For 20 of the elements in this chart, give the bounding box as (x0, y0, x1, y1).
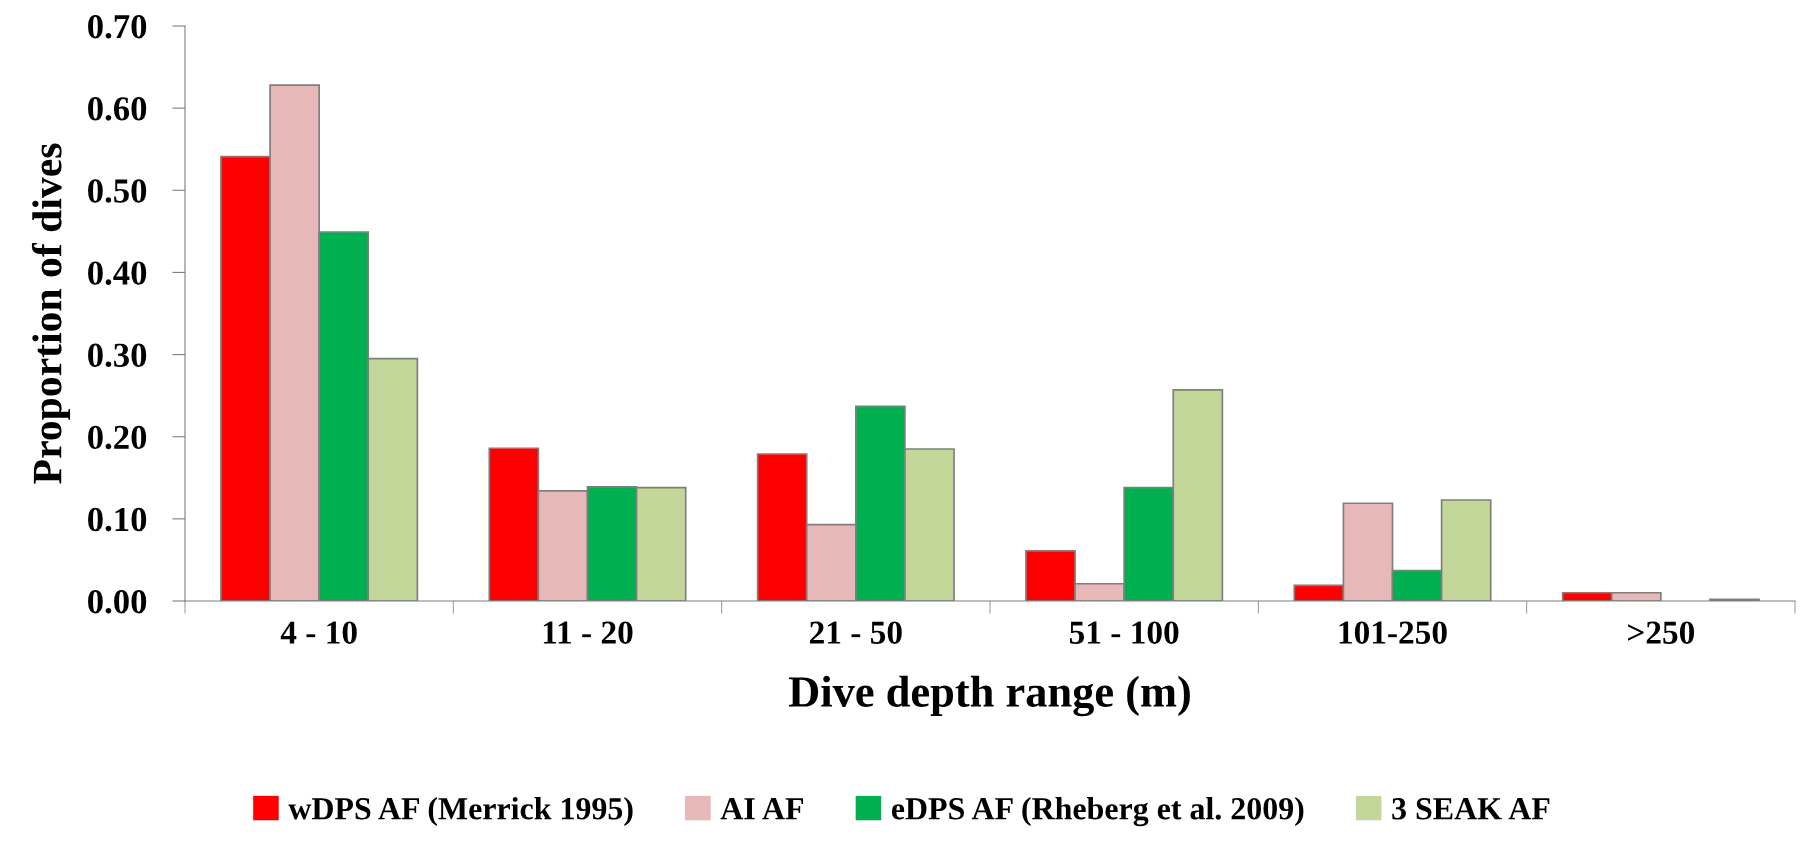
x-tick-label: 4 - 10 (280, 621, 357, 644)
y-tick-label: 0.70 (88, 14, 147, 39)
y-tick-label: 0.40 (88, 261, 147, 285)
legend-label: AI AF (720, 798, 804, 820)
x-axis-title: Dive depth range (m) (788, 675, 1190, 717)
y-tick-label: 0.20 (88, 425, 147, 450)
legend-label: wDPS AF (Merrick 1995) (288, 797, 633, 826)
x-tick-label: >250 (1628, 621, 1695, 644)
x-tick-label: 51 - 100 (1069, 621, 1179, 644)
y-tick-label: 0.60 (88, 97, 147, 121)
y-tick-label: 0.00 (88, 589, 147, 614)
x-tick-label: 21 - 50 (810, 621, 902, 644)
legend-label: eDPS AF (Rheberg et al. 2009) (891, 797, 1304, 827)
x-tick-label: 101-250 (1339, 621, 1447, 644)
y-axis-title: Proportion of dives (31, 143, 71, 484)
x-tick-label: 11 - 20 (543, 621, 633, 644)
legend-label: 3 SEAK AF (1392, 798, 1550, 820)
y-tick-label: 0.30 (88, 343, 147, 368)
y-tick-label: 0.50 (88, 179, 147, 203)
y-tick-label: 0.10 (88, 507, 147, 532)
